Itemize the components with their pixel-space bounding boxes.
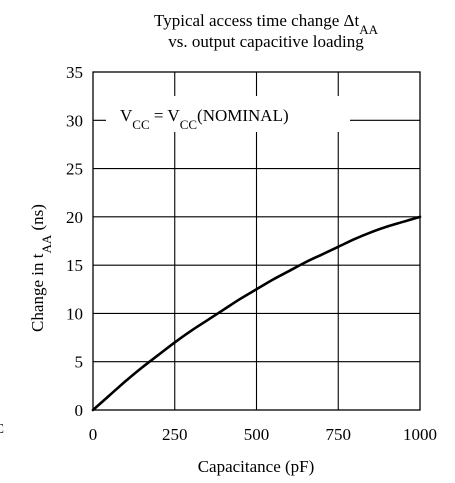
edge-text-fragment: C — [0, 422, 4, 437]
annotation-text: VCC = VCC(NOMINAL) — [120, 106, 289, 132]
y-tick-label-25: 25 — [66, 160, 83, 179]
plot-border — [92, 71, 421, 411]
y-axis-label: Change in tAA (ns) — [28, 204, 54, 332]
series-line-0 — [91, 215, 422, 412]
y-tick-label-0: 0 — [75, 401, 84, 420]
x-tick-label-250: 250 — [162, 425, 188, 444]
chart-title-line-2: vs. output capacitive loading — [168, 32, 364, 51]
x-tick-label-750: 750 — [326, 425, 352, 444]
annotation-background — [106, 96, 350, 132]
x-tick-label-0: 0 — [89, 425, 98, 444]
y-tick-label-5: 5 — [75, 353, 84, 372]
annotation-part-4: (NOMINAL) — [197, 106, 289, 125]
annotation-part-2: = V — [150, 106, 181, 125]
x-tick-label-1000: 1000 — [403, 425, 437, 444]
annotation-part-3: CC — [180, 117, 197, 132]
y-tick-label-20: 20 — [66, 208, 83, 227]
plot-frame — [92, 71, 421, 411]
x-tick-label-500: 500 — [244, 425, 270, 444]
y-tick-label-30: 30 — [66, 111, 83, 130]
x-axis-label: Capacitance (pF) — [198, 457, 315, 476]
y-tick-label-10: 10 — [66, 304, 83, 323]
y-tick-label-35: 35 — [66, 63, 83, 82]
series-group — [91, 215, 422, 412]
y-tick-labels: 0 5 10 15 20 25 30 35 — [66, 63, 83, 420]
annotation-part-1: CC — [132, 117, 149, 132]
x-tick-labels: 0 250 500 750 1000 — [89, 425, 437, 444]
y-tick-label-15: 15 — [66, 256, 83, 275]
chart-title-line-1: Typical access time change ΔtAA — [154, 11, 379, 37]
vcc-annotation: VCC = VCC(NOMINAL) — [106, 96, 350, 132]
annotation-part-0: V — [120, 106, 133, 125]
